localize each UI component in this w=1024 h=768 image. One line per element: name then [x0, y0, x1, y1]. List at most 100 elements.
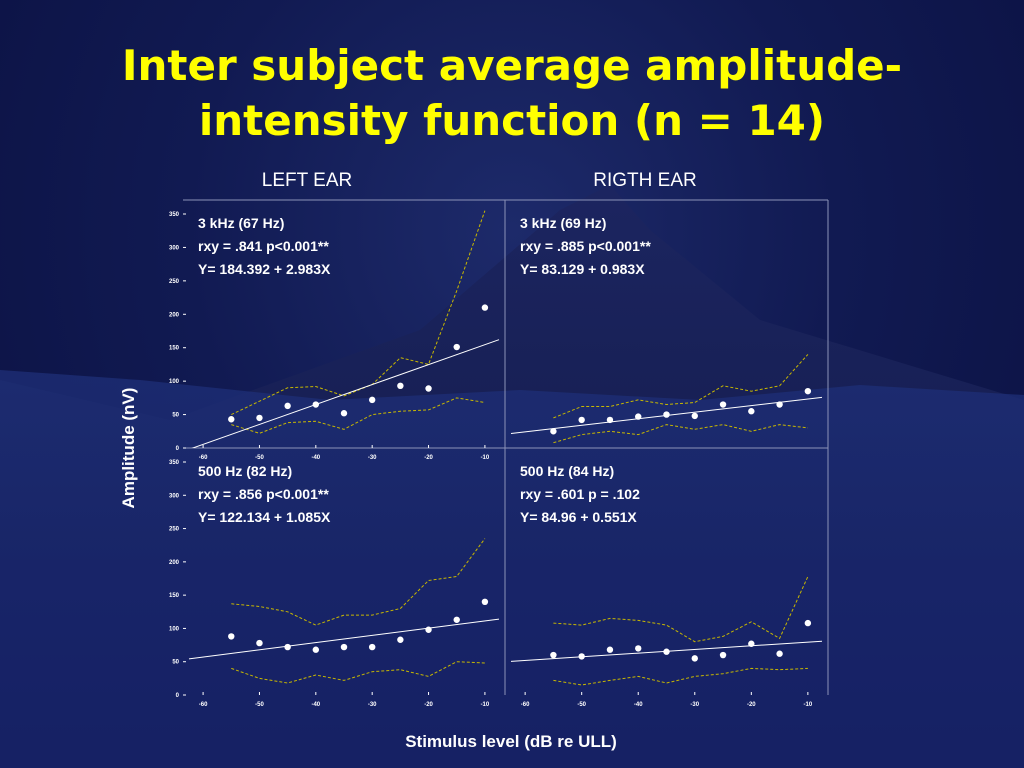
- y-tick-label: 50: [172, 413, 179, 419]
- data-point: [719, 651, 727, 659]
- y-tick-label: 100: [169, 626, 180, 632]
- data-point: [550, 428, 557, 435]
- x-tick-label: -10: [481, 455, 490, 461]
- data-point: [368, 643, 376, 651]
- y-tick-label: 200: [169, 312, 180, 318]
- data-point: [481, 598, 489, 605]
- data-point: [578, 416, 585, 424]
- y-tick-label: 50: [172, 660, 179, 666]
- data-point: [691, 655, 698, 662]
- y-axis-title: Amplitude (nV): [119, 388, 138, 509]
- panel-annotation-2: rxy = .841 p<0.001**: [198, 238, 329, 254]
- data-point: [397, 382, 404, 390]
- data-point: [691, 412, 698, 420]
- data-point: [748, 408, 755, 415]
- panel-annotation-3: Y= 122.134 + 1.085X: [198, 509, 331, 525]
- panel-annotation-1: 3 kHz (69 Hz): [520, 215, 606, 231]
- x-tick-label: -50: [255, 455, 264, 461]
- data-point: [284, 402, 291, 410]
- lower-bound-line: [553, 667, 808, 686]
- panel-plot-area: [188, 538, 500, 684]
- panel-right-3khz: 3 kHz (69 Hz) rxy = .885 p<0.001** Y= 83.1…: [510, 215, 823, 444]
- x-tick-label: -50: [577, 702, 586, 708]
- x-tick-label: -10: [804, 702, 813, 708]
- x-tick-label: -40: [634, 702, 643, 708]
- data-point: [776, 401, 783, 408]
- x-tick-label: -10: [481, 702, 490, 708]
- panel-left-500hz: 0 50 100 150 200 250 300 350 -60 -50 -40 -30 -20 -10 5…: [169, 460, 500, 708]
- upper-bound-line: [553, 576, 809, 643]
- right-ear-label: RIGTH EAR: [593, 170, 697, 191]
- left-ear-label: LEFT EAR: [261, 170, 353, 191]
- panel-annotation-3: Y= 184.392 + 2.983X: [198, 261, 331, 277]
- x-tick-label: -50: [255, 702, 264, 708]
- title-line-1: Inter subject average amplitude-: [121, 41, 903, 90]
- data-point: [256, 639, 263, 647]
- data-point: [425, 626, 432, 633]
- data-point: [397, 636, 404, 643]
- y-tick-label: 200: [169, 560, 180, 566]
- data-point: [453, 343, 460, 351]
- panel-annotation-2: rxy = .856 p<0.001**: [198, 486, 329, 502]
- panel-annotation-1: 500 Hz (82 Hz): [198, 463, 292, 479]
- data-point: [804, 619, 812, 627]
- x-tick-label: -30: [690, 702, 699, 708]
- x-tick-label: -20: [747, 702, 756, 708]
- y-tick-label: 100: [169, 379, 180, 385]
- panel-borders: [183, 199, 829, 695]
- y-tick-label: 300: [169, 493, 180, 499]
- data-point: [606, 416, 614, 424]
- panel-annotation-1: 500 Hz (84 Hz): [520, 463, 614, 479]
- data-point: [719, 401, 727, 408]
- data-point: [256, 414, 263, 422]
- regression-line: [188, 618, 500, 660]
- data-point: [748, 640, 755, 647]
- panel-annotation-2: rxy = .885 p<0.001**: [520, 238, 651, 254]
- panel-right-500hz: -60 -50 -40 -30 -20 -10 500 Hz (84 Hz) rxy = .6…: [510, 463, 823, 708]
- data-point: [368, 396, 376, 404]
- y-tick-label: 250: [169, 527, 180, 533]
- y-tick-label: 0: [176, 446, 180, 452]
- data-point: [312, 401, 320, 408]
- y-tick-label: 350: [169, 212, 180, 218]
- lower-bound-line: [231, 397, 485, 434]
- lower-bound-line: [553, 424, 808, 444]
- data-point: [481, 304, 489, 311]
- y-tick-label: 150: [169, 346, 180, 352]
- data-point: [340, 643, 348, 651]
- panel-plot-area: [510, 354, 823, 444]
- upper-bound-line: [553, 354, 809, 419]
- x-tick-label: -30: [368, 455, 377, 461]
- panel-annotation-3: Y= 83.129 + 0.983X: [520, 261, 645, 277]
- x-tick-label: -20: [424, 455, 433, 461]
- data-point: [606, 646, 614, 653]
- panel-annotation-2: rxy = .601 p = .102: [520, 486, 640, 502]
- panel-annotation-3: Y= 84.96 + 0.551X: [520, 509, 637, 525]
- panel-plot-area: [191, 210, 500, 448]
- y-tick-label: 250: [169, 279, 180, 285]
- data-point: [284, 643, 291, 651]
- panel-annotation-1: 3 kHz (67 Hz): [198, 215, 284, 231]
- slide-title: Inter subject average amplitude- intensi…: [0, 38, 1024, 148]
- x-tick-label: -30: [368, 702, 377, 708]
- y-tick-label: 150: [169, 593, 180, 599]
- data-point: [453, 616, 460, 623]
- x-tick-label: -40: [311, 702, 320, 708]
- x-tick-label: -40: [311, 455, 320, 461]
- data-point: [228, 416, 235, 423]
- data-point: [228, 633, 235, 640]
- data-point: [340, 410, 348, 417]
- data-point: [578, 653, 585, 660]
- upper-bound-line: [231, 538, 486, 626]
- data-point: [312, 646, 320, 653]
- data-point: [425, 385, 432, 392]
- title-line-2: intensity function (n = 14): [198, 96, 826, 145]
- y-tick-label: 350: [169, 460, 180, 466]
- data-point: [635, 413, 642, 420]
- data-point: [663, 411, 670, 418]
- regression-line: [191, 339, 500, 448]
- x-tick-label: -60: [521, 702, 530, 708]
- data-point: [550, 651, 557, 659]
